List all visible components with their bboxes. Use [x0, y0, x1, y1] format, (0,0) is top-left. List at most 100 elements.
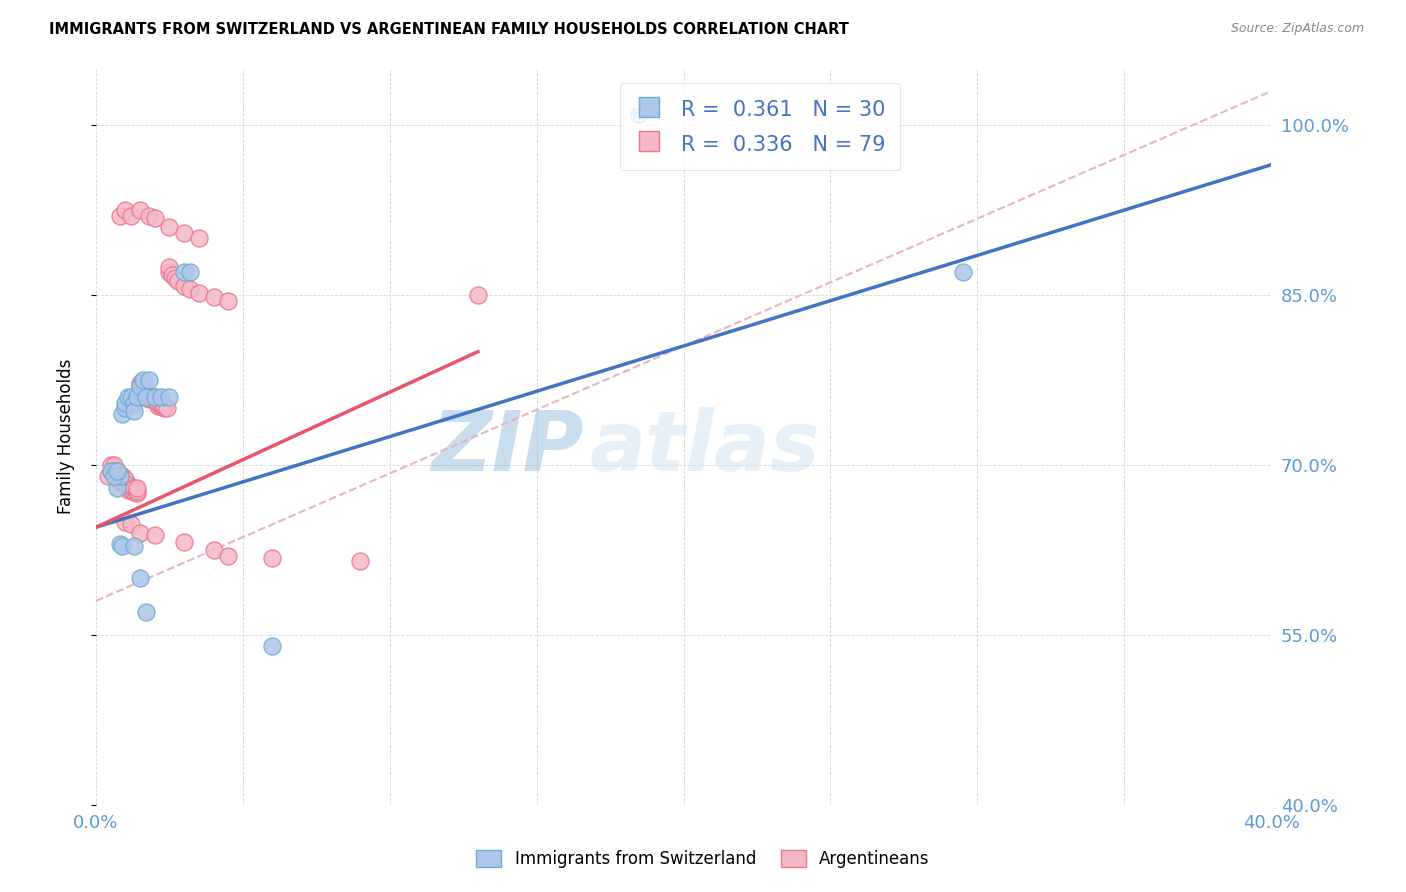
- Point: [108, 469, 131, 483]
- Point: [129, 378, 152, 392]
- Point: [122, 481, 145, 495]
- Point: [111, 469, 134, 483]
- Point: [262, 639, 284, 653]
- Point: [159, 260, 181, 274]
- Point: [117, 390, 139, 404]
- Point: [135, 390, 157, 404]
- Point: [114, 395, 136, 409]
- Point: [146, 395, 169, 409]
- Point: [111, 540, 134, 554]
- Point: [122, 395, 145, 409]
- Point: [105, 469, 128, 483]
- Point: [122, 485, 145, 500]
- Point: [120, 516, 142, 531]
- Point: [149, 390, 172, 404]
- Point: [349, 554, 371, 568]
- Point: [132, 380, 155, 394]
- Point: [100, 464, 122, 478]
- Point: [120, 483, 142, 497]
- Point: [159, 220, 181, 235]
- Point: [108, 469, 131, 483]
- Point: [167, 275, 190, 289]
- Point: [173, 226, 195, 240]
- Point: [202, 290, 225, 304]
- Point: [122, 540, 145, 554]
- Point: [117, 481, 139, 495]
- Point: [173, 265, 195, 279]
- Point: [143, 390, 166, 404]
- Point: [122, 403, 145, 417]
- Legend: Immigrants from Switzerland, Argentineans: Immigrants from Switzerland, Argentinean…: [470, 843, 936, 875]
- Point: [138, 392, 160, 407]
- Point: [108, 469, 131, 483]
- Point: [127, 486, 149, 500]
- Point: [97, 469, 120, 483]
- Point: [143, 211, 166, 225]
- Point: [217, 549, 239, 563]
- Point: [108, 475, 131, 489]
- Point: [122, 483, 145, 497]
- Point: [120, 390, 142, 404]
- Point: [138, 390, 160, 404]
- Point: [135, 387, 157, 401]
- Point: [127, 483, 149, 498]
- Point: [146, 399, 169, 413]
- Point: [111, 471, 134, 485]
- Point: [127, 390, 149, 404]
- Point: [105, 481, 128, 495]
- Legend: R =  0.361   N = 30, R =  0.336   N = 79: R = 0.361 N = 30, R = 0.336 N = 79: [620, 83, 900, 170]
- Point: [149, 397, 172, 411]
- Point: [628, 107, 651, 121]
- Point: [114, 203, 136, 218]
- Point: [114, 475, 136, 489]
- Point: [127, 481, 149, 495]
- Point: [952, 265, 974, 279]
- Point: [111, 469, 134, 483]
- Point: [152, 399, 174, 413]
- Point: [108, 209, 131, 223]
- Point: [135, 605, 157, 619]
- Point: [173, 279, 195, 293]
- Point: [100, 458, 122, 472]
- Point: [117, 483, 139, 497]
- Point: [132, 378, 155, 392]
- Point: [138, 209, 160, 223]
- Point: [135, 390, 157, 404]
- Point: [129, 376, 152, 391]
- Point: [159, 265, 181, 279]
- Point: [111, 475, 134, 489]
- Point: [141, 392, 163, 407]
- Point: [179, 265, 201, 279]
- Point: [105, 464, 128, 478]
- Point: [143, 394, 166, 409]
- Point: [100, 464, 122, 478]
- Point: [149, 399, 172, 413]
- Point: [467, 288, 489, 302]
- Point: [217, 293, 239, 308]
- Point: [138, 390, 160, 404]
- Point: [173, 535, 195, 549]
- Point: [111, 407, 134, 421]
- Point: [103, 469, 125, 483]
- Point: [129, 203, 152, 218]
- Point: [143, 528, 166, 542]
- Point: [105, 469, 128, 483]
- Y-axis label: Family Households: Family Households: [58, 359, 75, 515]
- Point: [129, 525, 152, 540]
- Point: [103, 458, 125, 472]
- Point: [120, 483, 142, 497]
- Point: [114, 471, 136, 485]
- Point: [129, 381, 152, 395]
- Text: Source: ZipAtlas.com: Source: ZipAtlas.com: [1230, 22, 1364, 36]
- Point: [132, 373, 155, 387]
- Point: [120, 481, 142, 495]
- Point: [162, 268, 184, 282]
- Point: [187, 285, 209, 300]
- Point: [187, 231, 209, 245]
- Point: [179, 282, 201, 296]
- Point: [262, 550, 284, 565]
- Point: [108, 537, 131, 551]
- Point: [129, 378, 152, 392]
- Point: [165, 271, 187, 285]
- Text: IMMIGRANTS FROM SWITZERLAND VS ARGENTINEAN FAMILY HOUSEHOLDS CORRELATION CHART: IMMIGRANTS FROM SWITZERLAND VS ARGENTINE…: [49, 22, 849, 37]
